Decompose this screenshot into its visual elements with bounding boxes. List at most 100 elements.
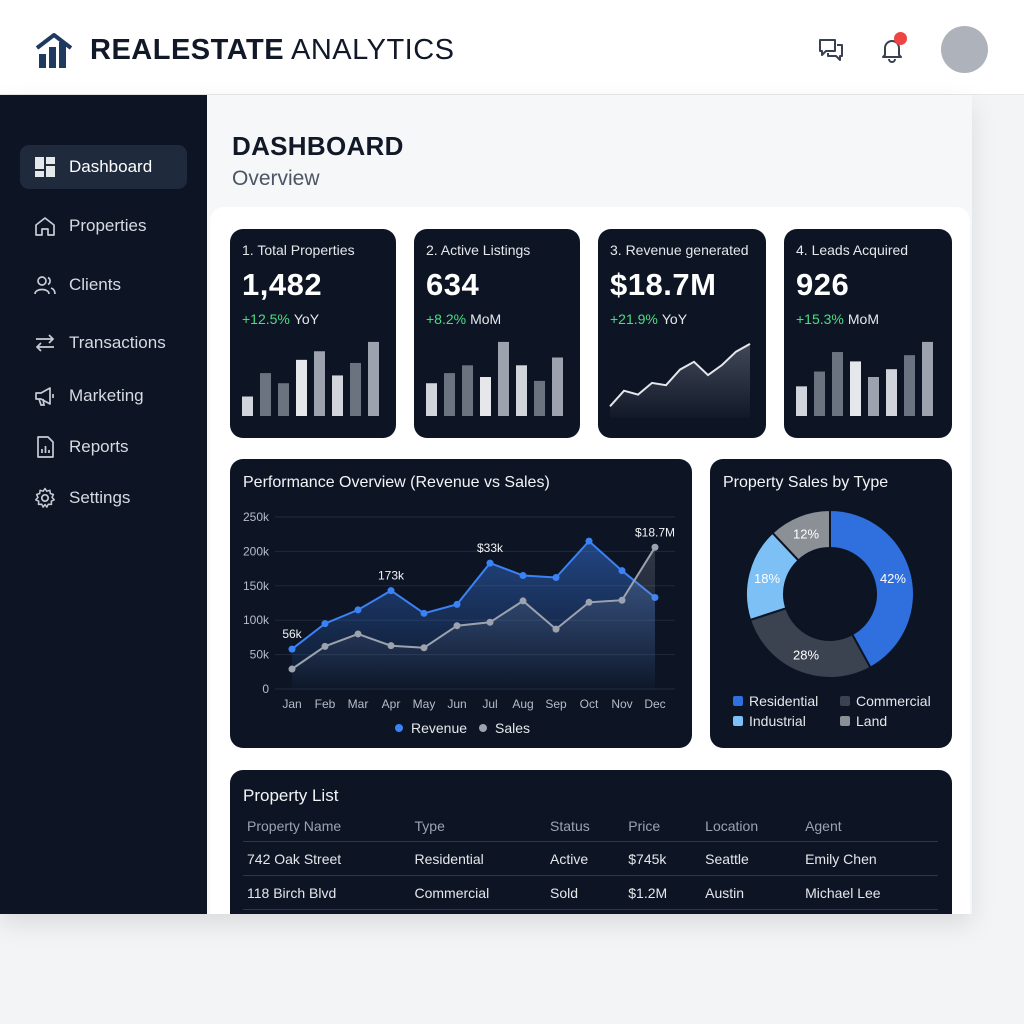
legend-land: Land [840, 713, 887, 729]
series-area [292, 547, 655, 689]
table-row[interactable]: 742 Oak Street Residential Active $745k … [243, 841, 938, 876]
data-point [585, 598, 593, 606]
legend-swatch [733, 716, 743, 726]
x-tick-label: Jun [447, 697, 466, 711]
sidebar-item-clients[interactable]: Clients [20, 263, 187, 307]
data-point [618, 596, 626, 604]
stat-card-total-properties[interactable]: 1. Total Properties 1,482 +12.5% YoY [230, 229, 396, 438]
table-header-row: Property Name Type Status Price Location… [243, 815, 938, 842]
column-header[interactable]: Price [624, 815, 702, 842]
column-header[interactable]: Location [701, 815, 802, 842]
notification-badge [894, 32, 907, 45]
mini-bar [498, 341, 509, 416]
slice-label: 28% [793, 647, 819, 662]
data-point [321, 620, 329, 628]
table-cell: Sold [546, 875, 625, 910]
data-label: 56k [282, 627, 302, 641]
sidebar-item-transactions[interactable]: Transactions [20, 321, 187, 365]
x-tick-label: Nov [611, 697, 632, 711]
mini-bar [242, 396, 253, 416]
stat-change: +12.5% YoY [242, 311, 319, 327]
sidebar-item-label: Reports [69, 437, 129, 456]
brand-bold: REALESTATE [90, 34, 285, 66]
slice-label: 42% [880, 571, 906, 586]
x-tick-label: May [413, 697, 436, 711]
report-icon [37, 436, 54, 458]
column-header[interactable]: Agent [801, 815, 938, 842]
stat-label: 2. Active Listings [426, 242, 531, 258]
legend-sales: Sales [479, 720, 530, 736]
logo-icon [35, 33, 73, 68]
mini-bar [332, 375, 343, 416]
stat-card-revenue[interactable]: 3. Revenue generated $18.7M +21.9% YoY [598, 229, 766, 438]
mini-bar [444, 373, 455, 416]
stat-change-period: YoY [661, 311, 688, 327]
data-point [486, 618, 494, 626]
x-tick-label: Sep [545, 697, 567, 711]
legend-commercial: Commercial [840, 693, 931, 709]
column-header[interactable]: Property Name [243, 815, 411, 842]
stat-change-period: YoY [293, 311, 320, 327]
sidebar-item-label: Marketing [69, 386, 144, 405]
stat-change-period: MoM [470, 311, 502, 327]
data-point [321, 642, 329, 650]
property-table: Property Name Type Status Price Location… [243, 815, 938, 910]
x-tick-label: Jan [282, 697, 301, 711]
mini-bar [868, 377, 879, 416]
sidebar-item-marketing[interactable]: Marketing [20, 374, 187, 418]
mini-bar-chart [796, 341, 933, 416]
chat-icon[interactable] [817, 36, 845, 64]
x-tick-label: Feb [315, 697, 336, 711]
table-row[interactable]: 118 Birch Blvd Commercial Sold $1.2M Aus… [243, 875, 938, 910]
sidebar-item-dashboard[interactable]: Dashboard [20, 145, 187, 189]
table-cell: Commercial [410, 875, 547, 910]
performance-line-chart: 250k 200k 150k 100k 50k 0 Jan Feb Mar Apr May Jun Ju… [243, 510, 675, 711]
mini-bar-chart [426, 341, 563, 416]
data-point [288, 645, 296, 653]
mini-area-chart [609, 343, 751, 418]
page-subtitle: Overview [232, 167, 320, 190]
y-tick-label: 200k [243, 544, 270, 558]
y-tick-label: 250k [243, 510, 270, 524]
donut-slice [771, 509, 831, 562]
data-point [387, 642, 395, 650]
table-cell: $1.2M [624, 875, 702, 910]
mini-bar [886, 369, 897, 416]
mini-bar [552, 357, 563, 416]
mini-bar [832, 352, 843, 416]
sidebar-item-label: Dashboard [69, 157, 153, 176]
legend-label: Commercial [856, 693, 931, 709]
stat-value: 926 [796, 267, 850, 302]
sidebar-item-label: Clients [69, 275, 121, 294]
stat-value: 634 [426, 267, 480, 302]
legend-label: Residential [749, 693, 819, 709]
mini-bar [296, 359, 307, 416]
brand-light: ANALYTICS [291, 34, 455, 66]
stat-card-leads[interactable]: 4. Leads Acquired 926 +15.3% MoM [784, 229, 952, 438]
sidebar-item-settings[interactable]: Settings [20, 476, 187, 520]
app-shell: Dashboard Properties Clients Transaction… [0, 95, 972, 914]
mini-bar [534, 380, 545, 416]
top-bar: REALESTATE ANALYTICS [0, 0, 1024, 95]
table-cell: $745k [624, 841, 702, 876]
data-label: $18.7M [635, 525, 675, 539]
avatar[interactable] [941, 26, 988, 73]
column-header[interactable]: Status [546, 815, 625, 842]
column-header[interactable]: Type [410, 815, 547, 842]
stat-change: +8.2% MoM [426, 311, 501, 327]
property-list-title: Property List [243, 786, 339, 805]
performance-chart-card: Performance Overview (Revenue vs Sales) … [230, 459, 692, 748]
x-tick-label: Apr [382, 697, 401, 711]
stat-card-active-listings[interactable]: 2. Active Listings 634 +8.2% MoM [414, 229, 580, 438]
property-list-card: Property List Property Name Type Status … [230, 770, 952, 914]
sidebar-item-properties[interactable]: Properties [20, 204, 187, 248]
mini-bar [850, 361, 861, 416]
data-point [420, 644, 428, 652]
data-point [651, 543, 659, 551]
sidebar-item-reports[interactable]: Reports [20, 425, 187, 469]
donut-chart: 42% 28% 18% 12% [745, 509, 915, 679]
home-icon [35, 217, 55, 236]
legend-label: Land [856, 713, 888, 729]
data-point [387, 587, 395, 595]
stat-change: +15.3% MoM [796, 311, 879, 327]
